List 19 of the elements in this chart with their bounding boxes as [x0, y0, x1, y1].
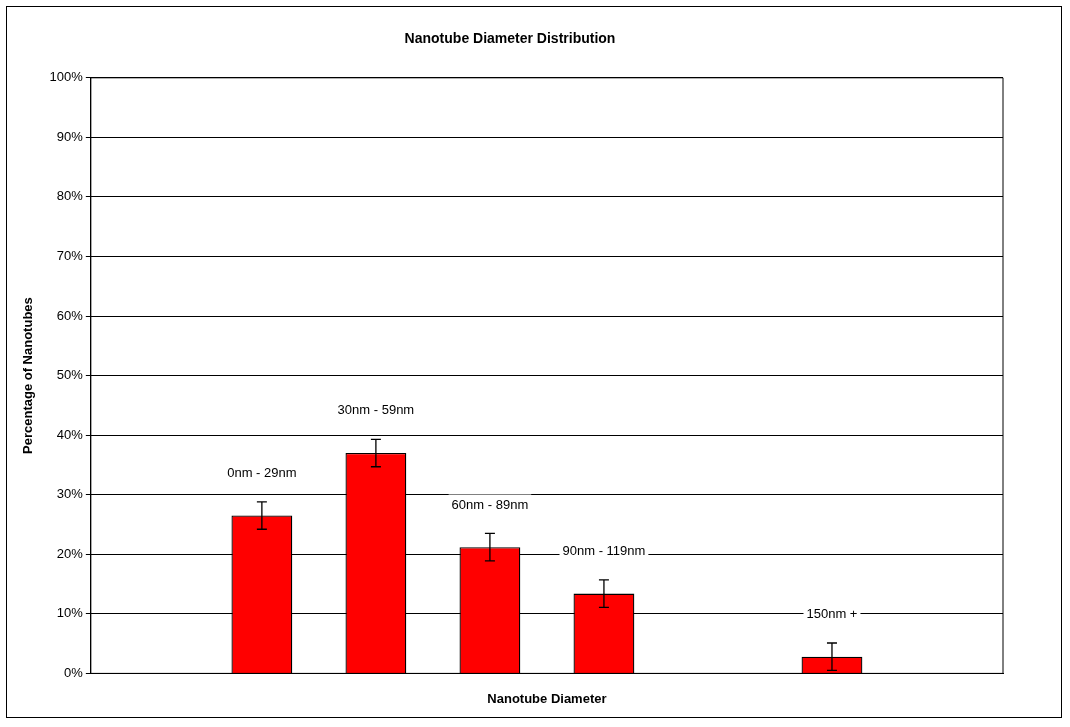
x-tick-label: 60nm - 89nm [451, 496, 529, 512]
x-tick-label: 30nm - 59nm [337, 402, 415, 418]
x-tick-label: 150nm + [806, 606, 858, 622]
y-tick-label: 40% [56, 426, 84, 442]
y-tick-label: 80% [56, 188, 84, 204]
y-tick-label: 100% [49, 69, 84, 85]
y-tick-label: 30% [56, 486, 84, 502]
x-axis-title: Nanotube Diameter [487, 690, 607, 706]
x-tick-label: 0nm - 29nm [227, 464, 297, 480]
y-axis-title: Percentage of Nanotubes [20, 297, 36, 454]
chart-title: Nanotube Diameter Distribution [404, 30, 616, 47]
y-tick-label: 50% [56, 367, 84, 383]
y-tick-label: 90% [56, 128, 84, 144]
x-tick-label: 90nm - 119nm [562, 542, 646, 558]
y-tick-label: 10% [56, 605, 84, 621]
y-tick-label: 0% [64, 664, 84, 680]
y-tick-label: 20% [56, 545, 84, 561]
y-tick-label: 70% [56, 248, 84, 264]
y-tick-label: 60% [56, 307, 84, 323]
